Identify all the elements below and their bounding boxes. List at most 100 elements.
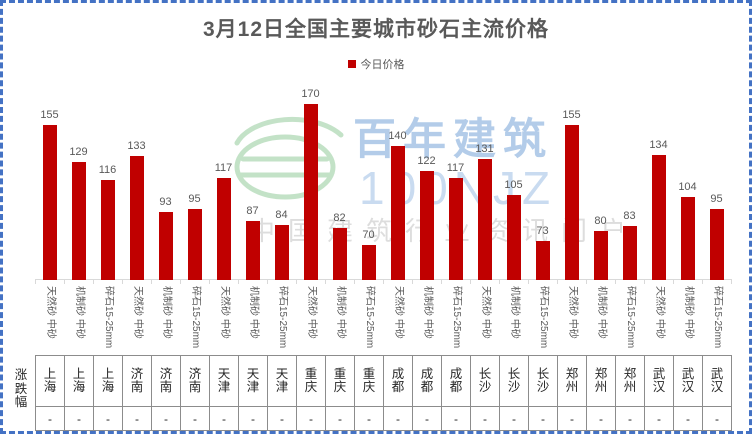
bar[interactable] <box>680 197 695 280</box>
x-axis-label: 碎石15-25mm <box>189 286 201 349</box>
table-city-cell: 天津 <box>239 356 268 407</box>
x-axis-label: 机制砂 中砂 <box>160 286 172 339</box>
table-city-cell: 长沙 <box>471 356 500 407</box>
table-city-cell: 郑州 <box>616 356 645 407</box>
bar[interactable] <box>535 241 550 280</box>
x-axis-line <box>35 279 732 280</box>
x-axis-label: 天然砂 中砂 <box>44 286 56 339</box>
bar[interactable] <box>303 104 318 280</box>
x-axis-label: 碎石15-25mm <box>711 286 723 349</box>
table-city-cell: 长沙 <box>529 356 558 407</box>
table-city-cell: 上海 <box>65 356 94 407</box>
bar[interactable] <box>158 212 173 280</box>
table-change-cell: - <box>413 407 442 431</box>
bar[interactable] <box>245 221 260 280</box>
bar-value-label: 95 <box>710 193 723 205</box>
bar-value-label: 122 <box>417 155 436 167</box>
legend-swatch-icon <box>347 60 356 68</box>
table-change-cell: - <box>123 407 152 431</box>
table-change-cell: - <box>616 407 645 431</box>
x-axis-label: 碎石15-25mm <box>276 286 288 349</box>
axis-tick <box>586 280 587 284</box>
table-change-cell: - <box>703 407 732 431</box>
table-change-cell: - <box>384 407 413 431</box>
x-axis-label: 天然砂 中砂 <box>566 286 578 339</box>
table-change-cell: - <box>674 407 703 431</box>
bar[interactable] <box>129 156 144 280</box>
bar[interactable] <box>651 155 666 280</box>
bar-value-label: 70 <box>362 229 375 241</box>
table-city-cell: 武汉 <box>645 356 674 407</box>
chart-title: 3月12日全国主要城市砂石主流价格 <box>202 18 550 41</box>
bar[interactable] <box>332 228 347 280</box>
axis-tick <box>731 280 732 284</box>
bar[interactable] <box>390 146 405 280</box>
legend[interactable]: 今日价格 <box>3 56 749 72</box>
x-axis-label: 碎石15-25mm <box>102 286 114 349</box>
table-change-cell: - <box>181 407 210 431</box>
bar[interactable] <box>42 125 57 280</box>
bar[interactable] <box>361 245 376 280</box>
x-axis-label: 机制砂 中砂 <box>334 286 346 339</box>
bar-value-label: 170 <box>301 88 320 100</box>
bar-value-label: 73 <box>536 225 549 237</box>
table-city-cell: 长沙 <box>500 356 529 407</box>
bar-value-label: 104 <box>678 181 697 193</box>
bar[interactable] <box>709 209 724 280</box>
axis-tick <box>209 280 210 284</box>
bar[interactable] <box>506 195 521 280</box>
x-axis-label: 天然砂 中砂 <box>131 286 143 339</box>
table-city-cell: 武汉 <box>703 356 732 407</box>
bar-value-label: 131 <box>475 143 494 155</box>
bar-value-label: 140 <box>388 130 407 142</box>
table-change-cell: - <box>65 407 94 431</box>
x-axis-label: 机制砂 中砂 <box>247 286 259 339</box>
axis-tick <box>412 280 413 284</box>
table-city-cell: 上海 <box>36 356 65 407</box>
table-city-cell: 重庆 <box>326 356 355 407</box>
x-axis-label: 机制砂 中砂 <box>421 286 433 339</box>
table-city-cell: 重庆 <box>355 356 384 407</box>
bar[interactable] <box>216 178 231 280</box>
bar-value-label: 87 <box>246 205 259 217</box>
table-city-cell: 武汉 <box>674 356 703 407</box>
axis-tick <box>35 280 36 284</box>
table-change-cell: - <box>152 407 181 431</box>
table-city-cell: 济南 <box>152 356 181 407</box>
bar[interactable] <box>448 178 463 280</box>
bar[interactable] <box>100 180 115 280</box>
bar[interactable] <box>71 162 86 280</box>
axis-tick <box>383 280 384 284</box>
bar[interactable] <box>419 171 434 280</box>
bar[interactable] <box>477 159 492 280</box>
axis-tick <box>702 280 703 284</box>
bar-value-label: 129 <box>69 146 88 158</box>
table-city-cell: 成都 <box>442 356 471 407</box>
bar-value-label: 117 <box>446 162 465 174</box>
bar[interactable] <box>564 125 579 280</box>
axis-tick <box>441 280 442 284</box>
x-axis-label: 碎石15-25mm <box>624 286 636 349</box>
axis-tick <box>354 280 355 284</box>
bar[interactable] <box>622 226 637 280</box>
table-change-cell: - <box>355 407 384 431</box>
axis-tick <box>180 280 181 284</box>
axis-tick <box>499 280 500 284</box>
table-city-cell: 重庆 <box>297 356 326 407</box>
bar[interactable] <box>593 231 608 280</box>
axis-tick <box>673 280 674 284</box>
axis-tick <box>93 280 94 284</box>
plot-area: 155 天然砂 中砂 129 机制砂 中砂 116 碎石15-25mm 133 天然砂 中砂 9… <box>3 3 749 431</box>
table-city-cell: 成都 <box>413 356 442 407</box>
bar-value-label: 117 <box>214 162 233 174</box>
bar-value-label: 116 <box>98 164 117 176</box>
bar[interactable] <box>187 209 202 280</box>
table-city-cell: 济南 <box>123 356 152 407</box>
table-change-cell: - <box>268 407 297 431</box>
x-axis-label: 机制砂 中砂 <box>682 286 694 339</box>
table-change-cell: - <box>471 407 500 431</box>
bar-value-label: 133 <box>127 140 146 152</box>
bar[interactable] <box>274 225 289 280</box>
bar-value-label: 80 <box>594 215 607 227</box>
